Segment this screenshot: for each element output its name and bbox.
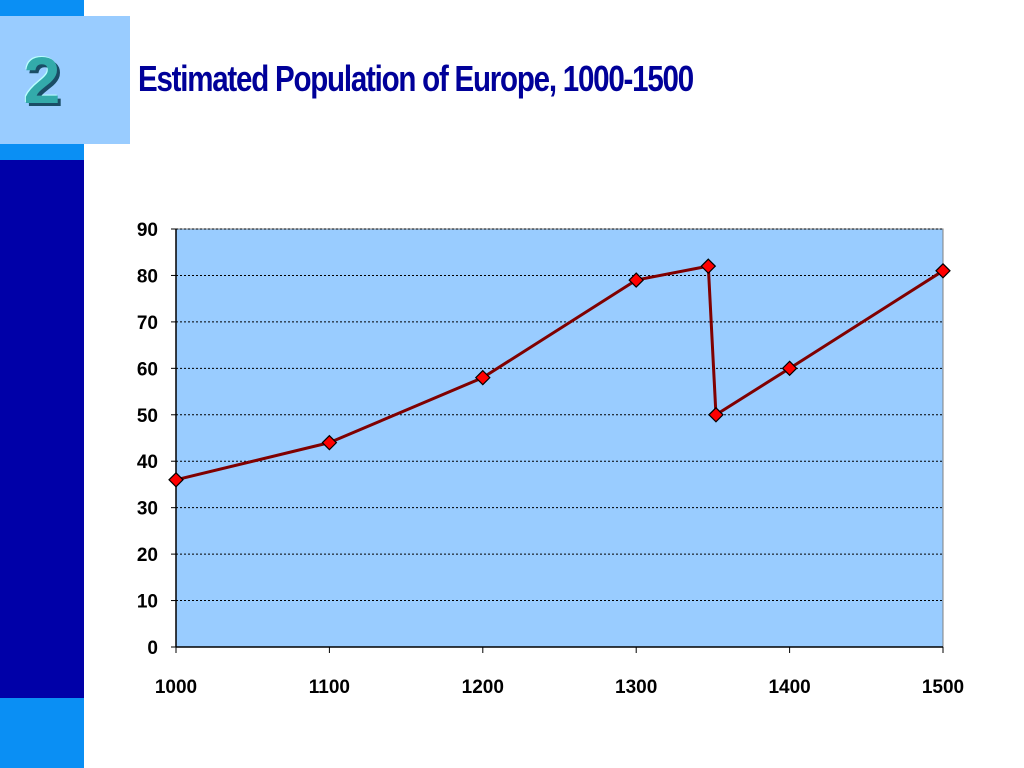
slide-number-box [0,16,130,144]
data-point [168,471,184,488]
x-tick-label: 1400 [768,677,810,698]
y-tick-label: 10 [137,592,158,613]
left-bar-bottom [0,698,84,768]
left-bar-middle [0,160,84,698]
y-tick-label: 0 [147,638,158,659]
x-tick-label: 1200 [462,677,504,698]
data-point [781,360,798,377]
data-point [700,258,717,275]
tick-labels: 0 10 20 30 40 50 60 70 80 90 1000 1100 1200 1300 1400 1… [137,220,964,698]
x-tick-label: 1500 [922,677,964,698]
y-tick-label: 90 [137,220,158,241]
data-point [321,434,338,451]
y-tick-label: 40 [137,452,158,473]
x-tick-label: 1100 [309,677,350,698]
x-tick-label: 1000 [155,677,197,698]
y-tick-label: 20 [137,545,158,566]
data-point [935,262,951,279]
y-tick-label: 70 [137,313,158,334]
data-point [708,406,724,423]
slide-title: Estimated Population of Europe, 1000-150… [138,58,694,99]
data-markers [168,258,951,488]
plot-area [175,228,944,648]
y-tick-label: 50 [137,406,158,427]
slide-number: 2 [23,43,61,117]
x-tick-label: 1300 [615,677,657,698]
y-tick-label: 60 [137,359,158,380]
axes [171,228,944,653]
y-tick-label: 30 [137,499,158,520]
y-tick-label: 80 [137,266,158,287]
series-line [175,264,944,482]
data-point [474,369,491,386]
data-point [628,272,645,288]
